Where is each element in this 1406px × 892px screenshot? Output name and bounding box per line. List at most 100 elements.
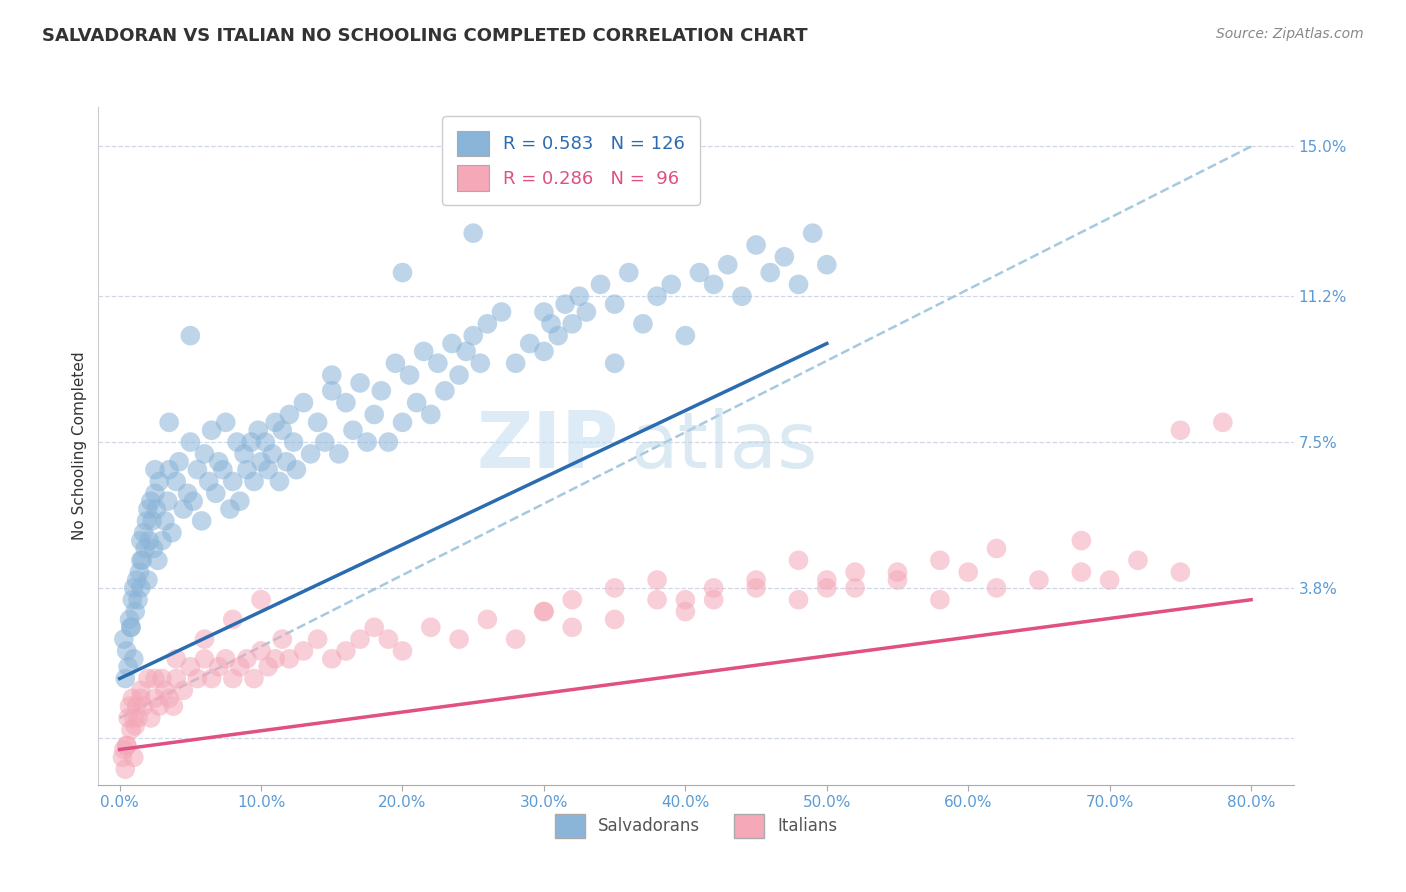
Point xyxy=(236,652,259,666)
Point xyxy=(193,632,215,647)
Point xyxy=(1126,553,1149,567)
Point xyxy=(129,691,152,706)
Point xyxy=(229,494,252,508)
Point xyxy=(370,384,392,398)
Point xyxy=(349,632,371,647)
Point xyxy=(136,502,159,516)
Point xyxy=(533,605,555,619)
Point xyxy=(1212,415,1234,429)
Point xyxy=(160,525,183,540)
Point xyxy=(215,652,238,666)
Point xyxy=(335,644,357,658)
Point xyxy=(139,494,162,508)
Point xyxy=(120,620,142,634)
Point xyxy=(186,463,208,477)
Point xyxy=(703,581,725,595)
Point xyxy=(745,581,768,595)
Point xyxy=(398,368,420,382)
Point xyxy=(363,408,385,422)
Point xyxy=(129,553,152,567)
Point xyxy=(384,356,406,370)
Point xyxy=(150,672,173,686)
Point xyxy=(278,408,301,422)
Point xyxy=(561,592,583,607)
Point xyxy=(114,672,136,686)
Point xyxy=(165,652,187,666)
Point xyxy=(165,475,187,489)
Point xyxy=(117,711,139,725)
Point xyxy=(262,447,284,461)
Point xyxy=(540,317,562,331)
Point xyxy=(257,463,280,477)
Point xyxy=(449,368,471,382)
Point xyxy=(703,592,725,607)
Point xyxy=(449,632,471,647)
Point xyxy=(717,258,740,272)
Point xyxy=(745,573,768,587)
Point xyxy=(285,463,308,477)
Point xyxy=(1028,573,1050,587)
Point xyxy=(200,672,222,686)
Point xyxy=(433,384,456,398)
Point xyxy=(426,356,449,370)
Point xyxy=(112,632,135,647)
Point xyxy=(127,711,149,725)
Point xyxy=(645,289,668,303)
Point xyxy=(132,699,155,714)
Point xyxy=(179,328,201,343)
Point xyxy=(349,376,371,390)
Point xyxy=(132,525,155,540)
Point xyxy=(257,659,280,673)
Point xyxy=(131,553,153,567)
Point xyxy=(125,699,148,714)
Point xyxy=(547,328,569,343)
Point xyxy=(233,447,256,461)
Point xyxy=(1098,573,1121,587)
Point xyxy=(328,447,350,461)
Point xyxy=(1170,565,1192,579)
Point xyxy=(141,514,163,528)
Point xyxy=(603,612,626,626)
Point xyxy=(153,514,176,528)
Point xyxy=(292,395,315,409)
Point xyxy=(505,356,527,370)
Point xyxy=(491,305,513,319)
Point xyxy=(321,652,343,666)
Point xyxy=(787,277,810,292)
Point xyxy=(172,502,194,516)
Text: atlas: atlas xyxy=(630,408,818,484)
Point xyxy=(440,336,463,351)
Point xyxy=(197,475,219,489)
Point xyxy=(575,305,598,319)
Point xyxy=(142,541,165,556)
Point xyxy=(356,435,378,450)
Point xyxy=(269,475,291,489)
Point xyxy=(122,652,145,666)
Point xyxy=(136,573,159,587)
Point xyxy=(886,565,908,579)
Point xyxy=(391,266,413,280)
Point xyxy=(844,565,866,579)
Point xyxy=(645,573,668,587)
Point xyxy=(157,463,180,477)
Point xyxy=(145,502,167,516)
Point xyxy=(283,435,305,450)
Legend: Salvadorans, Italians: Salvadorans, Italians xyxy=(548,807,844,845)
Y-axis label: No Schooling Completed: No Schooling Completed xyxy=(72,351,87,541)
Point xyxy=(226,435,249,450)
Point xyxy=(271,423,294,437)
Point xyxy=(801,226,824,240)
Point xyxy=(292,644,315,658)
Point xyxy=(250,592,273,607)
Point xyxy=(120,620,142,634)
Point xyxy=(631,317,654,331)
Point xyxy=(250,455,273,469)
Point xyxy=(929,592,952,607)
Point xyxy=(120,723,142,737)
Point xyxy=(148,699,170,714)
Point xyxy=(957,565,980,579)
Point xyxy=(176,486,198,500)
Point xyxy=(222,475,245,489)
Point xyxy=(243,475,266,489)
Point xyxy=(190,514,212,528)
